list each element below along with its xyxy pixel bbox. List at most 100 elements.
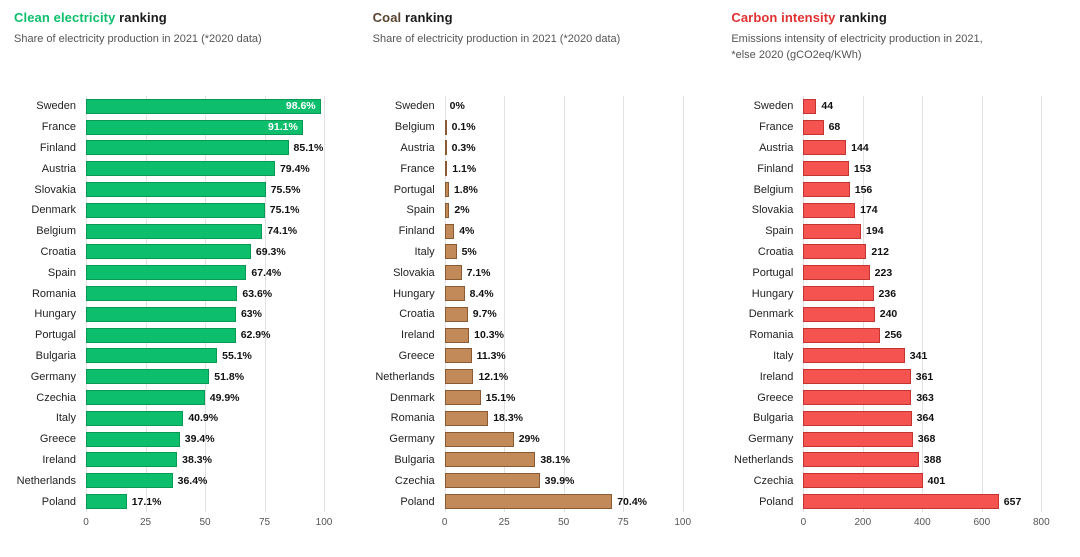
category-label: Romania — [390, 412, 435, 425]
category-label: Sweden — [753, 100, 794, 113]
gridline — [324, 96, 325, 512]
bar-row: 68 — [803, 117, 1041, 138]
bar — [803, 140, 847, 156]
bar-row: 0.3% — [444, 138, 683, 159]
category-label: Sweden — [36, 100, 76, 113]
category-label: Bulgaria — [752, 412, 794, 425]
bar-row: 8.4% — [444, 283, 683, 304]
value-label: 39.9% — [544, 474, 575, 487]
bar-row: 18.3% — [444, 408, 683, 429]
value-label: 75.5% — [270, 183, 301, 196]
bar-row: 98.6% — [86, 96, 324, 117]
value-label: 194 — [866, 225, 884, 238]
axis-spacer — [725, 512, 803, 530]
value-label: 18.3% — [493, 412, 523, 425]
category-label: Slovakia — [393, 266, 435, 279]
bar — [444, 119, 447, 135]
bar — [444, 452, 536, 468]
chart-title-highlight: Carbon intensity — [731, 10, 836, 25]
bar-row: 1.8% — [444, 179, 683, 200]
value-label: 38.1% — [540, 453, 571, 466]
bar — [444, 182, 449, 198]
value-label: 9.7% — [472, 308, 497, 321]
carbon-intensity-chart-panel: Carbon intensity ranking Emissions inten… — [725, 10, 1074, 530]
bar-row: 361 — [803, 366, 1041, 387]
gridline — [682, 96, 684, 512]
bar — [803, 369, 911, 385]
category-label: Italy — [773, 349, 794, 362]
bar-row: 74.1% — [86, 221, 324, 242]
x-tick-label: 600 — [973, 517, 991, 528]
bar-row: 40.9% — [86, 408, 324, 429]
chart-title-rest: ranking — [835, 10, 887, 25]
bar — [444, 161, 448, 177]
bar — [444, 306, 468, 322]
bar — [803, 452, 919, 468]
bar — [803, 223, 862, 239]
chart-title: Clean electricity ranking — [14, 10, 357, 25]
gridline — [563, 96, 565, 512]
bar-row: 9.7% — [444, 304, 683, 325]
bar-row: 5% — [444, 242, 683, 263]
x-tick-label: 200 — [854, 517, 872, 528]
chart-subtitle: Share of electricity production in 2021 … — [14, 33, 262, 45]
category-label: Belgium — [36, 225, 76, 238]
x-tick-label: 0 — [800, 517, 807, 528]
bar-row: 39.9% — [444, 470, 683, 491]
x-tick-label: 800 — [1033, 517, 1050, 528]
category-label: Ireland — [759, 370, 794, 383]
bar-row: 4% — [444, 221, 683, 242]
bar — [86, 348, 218, 364]
value-label: 98.6% — [285, 100, 316, 113]
value-label: 0.3% — [451, 141, 476, 154]
value-label: 341 — [909, 349, 928, 362]
bar-row: 240 — [803, 304, 1041, 325]
x-tick-label: 400 — [914, 517, 931, 528]
category-label: Germany — [748, 433, 794, 446]
value-label: 68 — [828, 121, 841, 134]
bar-row: 69.3% — [86, 242, 324, 263]
bar-row: 144 — [803, 138, 1041, 159]
category-label: Austria — [400, 141, 435, 154]
category-label: Sweden — [394, 100, 435, 113]
value-label: 364 — [916, 412, 935, 425]
category-label: Netherlands — [16, 474, 76, 487]
bar-row: 2% — [444, 200, 683, 221]
x-tick-label: 50 — [199, 517, 211, 528]
bar — [803, 202, 856, 218]
bar-row: 67.4% — [86, 262, 324, 283]
category-label: Portugal — [393, 183, 435, 196]
value-label: 657 — [1003, 495, 1022, 508]
value-label: 223 — [874, 266, 893, 279]
value-label: 49.9% — [209, 391, 240, 404]
x-axis: 0 25 50 75 100 — [83, 512, 332, 530]
bar — [444, 494, 613, 510]
gridline — [862, 96, 864, 512]
category-label: Croatia — [40, 245, 76, 258]
category-label: Germany — [30, 370, 76, 383]
bar — [803, 306, 875, 322]
plot-area: 98.6% 91.1% 85.1% 79.4% 75.5% 75.1% 74.1% 69.3%… — [86, 96, 325, 512]
bar — [86, 327, 236, 343]
chart-subtitle: Share of electricity production in 2021 … — [372, 33, 621, 45]
category-label: Italy — [414, 245, 435, 258]
value-label: 10.3% — [474, 329, 504, 342]
bar-row: 256 — [803, 325, 1041, 346]
bar — [86, 452, 178, 468]
value-label: 256 — [884, 329, 903, 342]
category-label: Spain — [406, 204, 435, 217]
value-label: 5% — [461, 245, 477, 258]
chart-title-highlight: Clean electricity — [14, 10, 116, 25]
bar — [86, 244, 251, 260]
value-label: 62.9% — [240, 329, 271, 342]
bar — [86, 473, 173, 489]
x-axis-row: 0 200 400 600 800 — [725, 512, 1074, 530]
plot-area: 44 68 144 153 156 174 194 212 223 236 240 256 341 361… — [803, 96, 1043, 512]
bar — [803, 348, 905, 364]
chart-title: Carbon intensity ranking — [731, 10, 1074, 25]
bar-row: 0.1% — [444, 117, 683, 138]
category-label: Belgium — [753, 183, 794, 196]
bar — [444, 265, 462, 281]
bar — [444, 473, 540, 489]
bar-row: 29% — [444, 429, 683, 450]
